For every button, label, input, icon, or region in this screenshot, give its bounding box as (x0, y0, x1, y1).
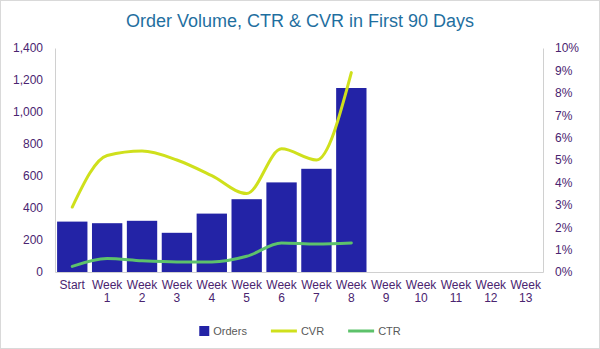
chart: Order Volume, CTR & CVR in First 90 Days… (0, 0, 600, 349)
tick-label: Week11 (441, 278, 472, 306)
tick: 600 (23, 169, 55, 183)
tick: 1,000 (13, 105, 55, 119)
tick: 10% (543, 41, 579, 55)
y2-axis-line (543, 49, 544, 273)
tick: 800 (23, 137, 55, 151)
tick-label: Week13 (510, 278, 541, 306)
chart-border (1, 1, 600, 349)
tick-label: 1,400 (13, 41, 43, 55)
tick-label: 0 (36, 265, 43, 279)
bar (92, 223, 122, 272)
tick: Week8 (336, 272, 367, 305)
tick-label: 0% (555, 265, 573, 279)
tick-label: 1% (555, 243, 573, 257)
tick-label: 7% (555, 109, 573, 123)
tick: Week9 (371, 272, 402, 305)
tick-label: Week3 (162, 278, 193, 306)
tick-label: 9% (555, 64, 573, 78)
tick-label: 400 (23, 201, 43, 215)
tick: Week2 (127, 272, 158, 305)
title: Order Volume, CTR & CVR in First 90 Days (126, 11, 474, 31)
x-axis-line (56, 272, 544, 273)
x-axis: Start Week1Week2Week3Week4Week5Week6Week7… (56, 272, 544, 305)
tick: Week5 (231, 272, 262, 305)
legend-label: CTR (378, 325, 401, 337)
tick: Week7 (301, 272, 332, 305)
tick: Week11 (441, 272, 472, 305)
tick-label: Week9 (371, 278, 402, 306)
legend-label: CVR (301, 325, 324, 337)
legend-item: CVR (271, 325, 324, 337)
tick-label: 6% (555, 131, 573, 145)
bar (162, 233, 192, 272)
tick-label: 10% (555, 41, 579, 55)
bar (127, 221, 157, 272)
legend-swatch (348, 330, 374, 333)
line (72, 73, 351, 207)
tick: 6% (543, 131, 573, 145)
legend-item: CTR (348, 325, 401, 337)
plot: 0 200 400 600 800 1,000 1,200 1,400 0% 1% 2% 3% 4% 5%… (13, 41, 579, 305)
tick-label: 600 (23, 169, 43, 183)
tick-label: 200 (23, 233, 43, 247)
tick-label: 2% (555, 221, 573, 235)
tick-label: 4% (555, 176, 573, 190)
legend: Orders CVR CTR (199, 325, 401, 337)
tick: 1,200 (13, 73, 55, 87)
tick-label: Week12 (476, 278, 507, 306)
tick: 0% (543, 265, 573, 279)
tick: 400 (23, 201, 55, 215)
tick: 200 (23, 233, 55, 247)
tick-label: 1,000 (13, 105, 43, 119)
tick: 8% (543, 86, 573, 100)
y2-axis: 0% 1% 2% 3% 4% 5% 6% 7% 8% 9% 10% (543, 41, 579, 279)
tick: 9% (543, 64, 573, 78)
tick-label: Week4 (197, 278, 228, 306)
tick-label: Week1 (92, 278, 123, 306)
tick: 0 (36, 265, 55, 279)
tick: 3% (543, 198, 573, 212)
marks (57, 73, 366, 272)
tick-label: Week7 (301, 278, 332, 306)
tick: 2% (543, 221, 573, 235)
tick: Week3 (162, 272, 193, 305)
y-axis: 0 200 400 600 800 1,000 1,200 1,400 (13, 41, 56, 279)
tick-label: Week2 (127, 278, 158, 306)
line (72, 243, 351, 267)
tick: Start (60, 272, 86, 292)
tick: Week12 (476, 272, 507, 305)
tick: 1,400 (13, 41, 55, 55)
tick-label: Week6 (266, 278, 297, 306)
tick-label: 5% (555, 153, 573, 167)
tick: Week6 (266, 272, 297, 305)
tick-label: 800 (23, 137, 43, 151)
bar (266, 182, 296, 272)
tick: Week13 (510, 272, 541, 305)
legend-swatch (199, 326, 209, 336)
y-axis-line (55, 49, 56, 273)
tick: 1% (543, 243, 573, 257)
tick: Week10 (406, 272, 437, 305)
bar-series (57, 88, 366, 272)
tick-label: 1,200 (13, 73, 43, 87)
legend-item: Orders (199, 325, 247, 337)
tick: Week1 (92, 272, 123, 305)
tick: 5% (543, 153, 573, 167)
tick-label: Week8 (336, 278, 367, 306)
legend-swatch (271, 330, 297, 333)
tick: 4% (543, 176, 573, 190)
tick: Week4 (197, 272, 228, 305)
tick-label: Week10 (406, 278, 437, 306)
bar (301, 169, 331, 272)
bar (232, 199, 262, 272)
tick: 7% (543, 109, 573, 123)
legend-label: Orders (213, 325, 247, 337)
tick-label: 3% (555, 198, 573, 212)
tick-label: Start (60, 278, 86, 292)
tick-label: Week5 (231, 278, 262, 306)
tick-label: 8% (555, 86, 573, 100)
